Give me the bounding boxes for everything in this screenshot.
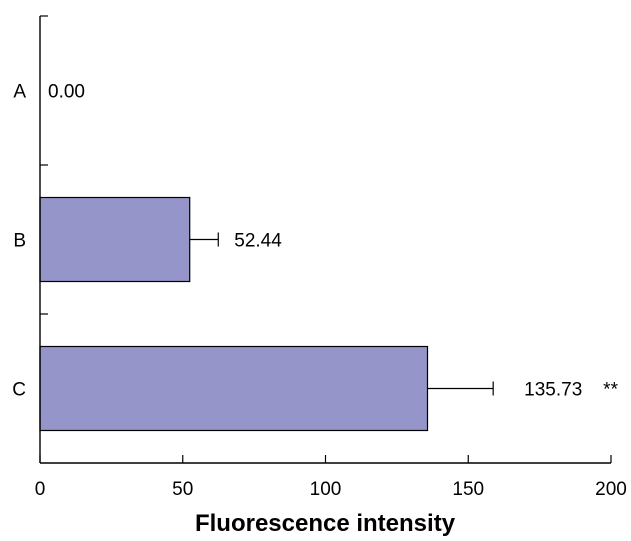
bar-b xyxy=(39,196,191,283)
axes-group xyxy=(39,15,612,464)
x-axis-title: Fluorescence intensity xyxy=(195,510,456,537)
category-label-a: A xyxy=(13,82,26,103)
x-tick-label: 0 xyxy=(35,479,46,500)
labels-group: 0 50 100 150 200 A 0.00 B 52.44 C 135.73 ** xyxy=(12,82,627,501)
data-label-c: 135.73 xyxy=(524,380,582,401)
category-label-b: B xyxy=(13,231,26,252)
bar-c xyxy=(39,345,429,432)
x-tick-label: 200 xyxy=(595,479,627,500)
data-label-b: 52.44 xyxy=(234,231,282,252)
x-tick-label: 100 xyxy=(310,479,342,500)
bars-group xyxy=(39,196,429,432)
x-tick-label: 50 xyxy=(172,479,193,500)
x-tick-label: 150 xyxy=(452,479,484,500)
data-label-a: 0.00 xyxy=(48,82,85,103)
error-bars-group xyxy=(189,232,494,396)
category-label-c: C xyxy=(12,380,26,401)
significance-marker-c: ** xyxy=(603,380,618,401)
